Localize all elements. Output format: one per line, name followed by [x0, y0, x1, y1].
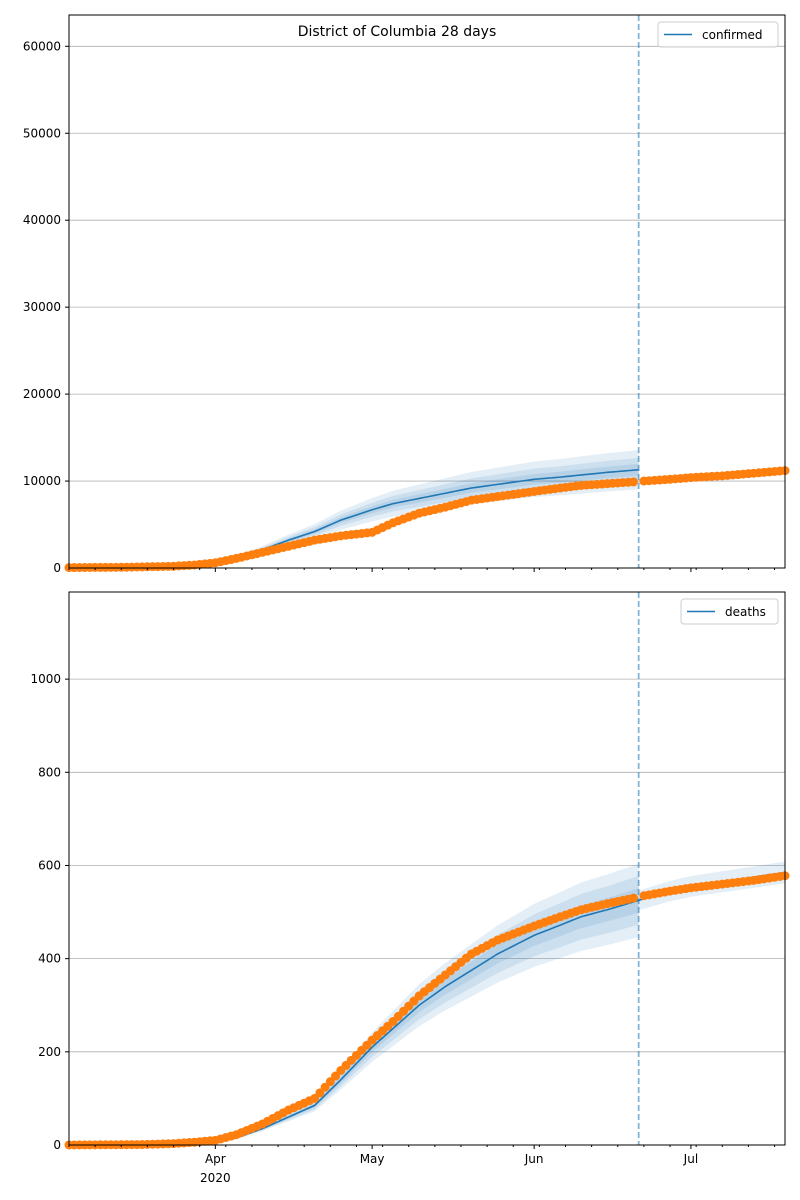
observed-point — [628, 477, 638, 487]
legend-label: confirmed — [702, 28, 763, 42]
y-tick-label: 40000 — [23, 213, 61, 227]
y-tick-label: 200 — [38, 1045, 61, 1059]
axes-frame — [68, 14, 786, 569]
y-tick-label: 1000 — [30, 672, 61, 686]
y-tick-label: 600 — [38, 858, 61, 872]
y-tick-label: 0 — [53, 1138, 61, 1152]
legend: confirmed — [657, 21, 779, 48]
uncertainty-band — [69, 863, 639, 1145]
y-tick-label: 10000 — [23, 474, 61, 488]
panel-confirmed: 0 10000 20000 30000 40000 50000 60000 confirmed… — [23, 14, 790, 575]
x-tick-label: Jul — [683, 1152, 698, 1166]
chart-title: District of Columbia 28 days — [298, 24, 497, 40]
y-tick-label: 800 — [38, 765, 61, 779]
legend-box — [680, 598, 779, 625]
x-tick-label: Jun — [524, 1152, 544, 1166]
observed-point — [628, 893, 638, 903]
panel-deaths: 0 200 400 600 800 1000 Apr May Jun Jul 2020 deaths — [30, 591, 790, 1185]
uncertainty-band — [69, 888, 639, 1145]
y-tick-label: 400 — [38, 952, 61, 966]
x-tick-label: Apr — [205, 1152, 226, 1166]
axes-frame — [68, 591, 786, 1146]
y-tick-label: 50000 — [23, 126, 61, 140]
legend: deaths — [680, 598, 779, 625]
y-tick-label: 20000 — [23, 387, 61, 401]
legend-box — [657, 21, 779, 48]
uncertainty-band — [69, 450, 639, 568]
y-tick-label: 0 — [53, 561, 61, 575]
uncertainty-band — [69, 457, 639, 568]
x-tick-label: May — [360, 1152, 385, 1166]
legend-label: deaths — [725, 605, 766, 619]
y-tick-label: 30000 — [23, 300, 61, 314]
x-year-label: 2020 — [200, 1171, 231, 1185]
y-tick-label: 60000 — [23, 39, 61, 53]
